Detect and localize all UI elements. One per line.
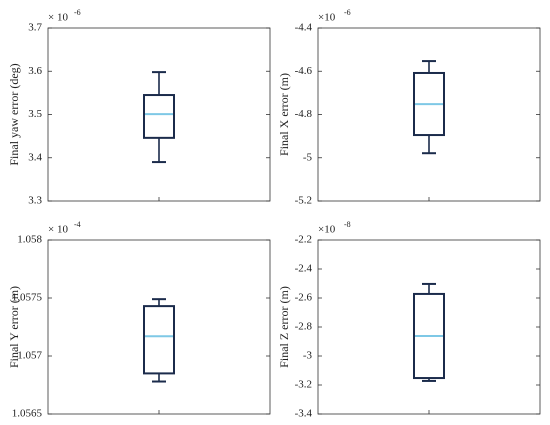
y-axis-label: Final Y error (m) [7, 286, 21, 368]
y-axis-label: Final yaw error (deg) [7, 63, 21, 165]
y-tick-label: -3 [303, 350, 313, 362]
subplot: 1.0565 1.057 1.0575 1.058 Final Y error (m) ×… [7, 220, 271, 420]
box [143, 94, 175, 139]
axis-exponent: -8 [344, 220, 351, 229]
box [143, 305, 175, 375]
y-axis-label: Final Z error (m) [277, 286, 291, 368]
y-tick-label: 1.0575 [12, 292, 43, 304]
y-tick-label: 3.4 [28, 151, 42, 163]
y-tick-label: 3.7 [28, 22, 42, 34]
y-tick-label: -2.2 [295, 234, 312, 246]
y-tick-label: -3.2 [295, 379, 312, 391]
axis-multiplier: × 10 [48, 224, 68, 236]
y-tick-label: -5 [303, 151, 313, 163]
box [413, 71, 445, 137]
subplot: -3.4 -3.2 -3 -2.8 -2.6 -2.4 -2.2 Final Z error … [277, 220, 541, 420]
subplot: -5.2 -5 -4.8 -4.6 -4.4 Final X error (m) ×10 -6 [277, 8, 541, 207]
y-tick-label: -4.8 [295, 108, 313, 120]
y-tick-label: -5.2 [295, 195, 312, 207]
y-tick-label: -4.6 [295, 65, 313, 77]
axis-multiplier: × 10 [48, 12, 68, 24]
y-tick-label: -4.4 [295, 22, 313, 34]
y-tick-label: 1.058 [17, 234, 42, 246]
box [413, 292, 445, 380]
axis-exponent: -6 [344, 8, 351, 17]
y-axis-label: Final X error (m) [277, 73, 291, 156]
y-tick-label: -2.4 [295, 263, 313, 275]
y-tick-label: 3.6 [28, 65, 42, 77]
y-tick-label: 1.0565 [12, 408, 43, 420]
subplot: 3.3 3.4 3.5 3.6 3.7 Final yaw error (deg) × 10… [7, 8, 271, 207]
axis-multiplier: ×10 [318, 12, 336, 24]
axis-exponent: -4 [74, 220, 81, 229]
y-tick-label: 1.057 [17, 350, 42, 362]
axes-frame [47, 239, 271, 415]
y-tick-label: -2.8 [295, 321, 313, 333]
axes-frame [317, 27, 541, 202]
axes-frame [317, 239, 541, 415]
y-tick-label: 3.5 [28, 108, 42, 120]
y-tick-label: -2.6 [295, 292, 313, 304]
y-tick-label: -3.4 [295, 408, 313, 420]
axis-exponent: -6 [74, 8, 81, 17]
y-tick-label: 3.3 [28, 195, 42, 207]
axis-multiplier: ×10 [318, 224, 336, 236]
